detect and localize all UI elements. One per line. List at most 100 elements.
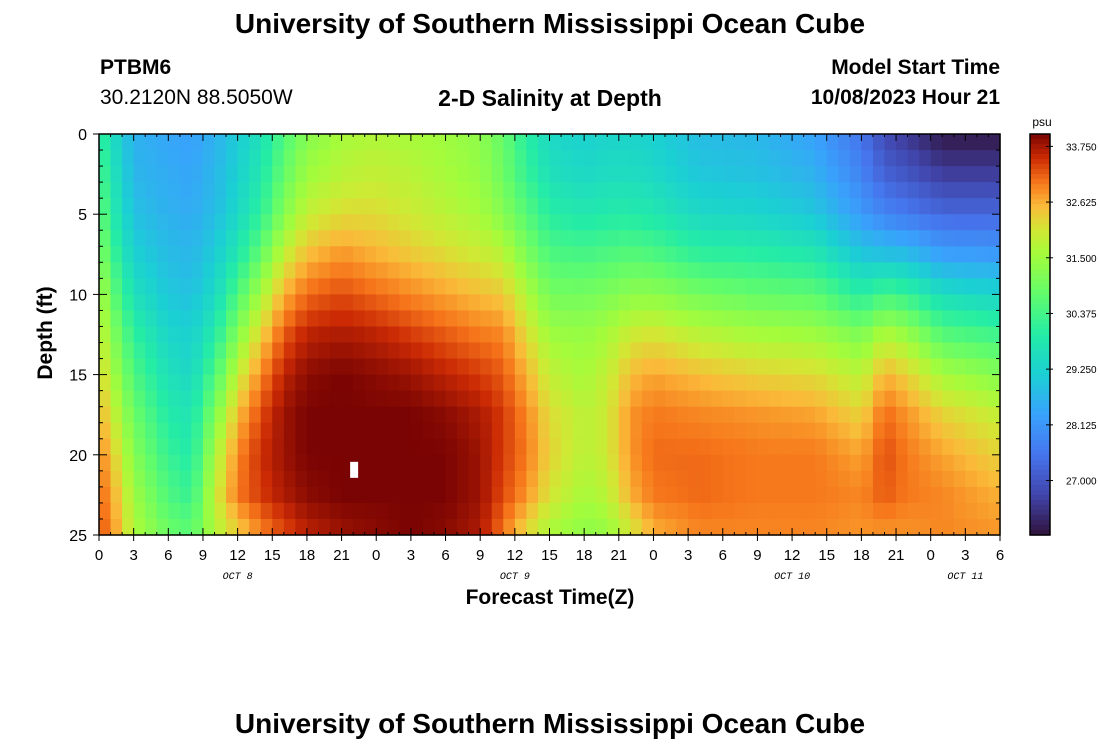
- colorbar-band: [1030, 359, 1050, 366]
- heatmap-cell: [226, 470, 239, 488]
- heatmap-cell: [976, 182, 990, 199]
- heatmap-cell: [376, 374, 389, 392]
- heatmap-cell: [734, 214, 747, 231]
- colorbar-band: [1030, 249, 1050, 255]
- heatmap-cell: [272, 502, 285, 520]
- heatmap-cell: [99, 246, 112, 263]
- heatmap-cell: [99, 374, 112, 392]
- heatmap-cell: [584, 358, 597, 376]
- heatmap-cell: [780, 326, 793, 344]
- heatmap-cell: [410, 406, 424, 424]
- heatmap-cell: [272, 278, 285, 295]
- heatmap-cell: [260, 518, 273, 536]
- heatmap-cell: [306, 166, 320, 183]
- heatmap-cell: [676, 262, 689, 279]
- heatmap-cell: [306, 470, 320, 488]
- heatmap-cell: [364, 278, 377, 295]
- heatmap-cell: [780, 518, 793, 536]
- heatmap-cell: [237, 262, 250, 279]
- heatmap-cell: [930, 390, 943, 408]
- heatmap-cell: [653, 134, 666, 151]
- heatmap-cell: [433, 486, 447, 504]
- heatmap-cell: [145, 134, 158, 151]
- heatmap-cell: [699, 358, 712, 376]
- heatmap-cell: [249, 246, 262, 263]
- heatmap-cell: [722, 438, 735, 456]
- heatmap-cell: [514, 454, 527, 472]
- heatmap-cell: [145, 294, 158, 312]
- heatmap-cell: [249, 310, 262, 328]
- y-tick-label: 5: [78, 207, 87, 224]
- heatmap-cell: [283, 326, 296, 344]
- heatmap-cell: [514, 246, 527, 263]
- heatmap-cell: [480, 342, 493, 360]
- heatmap-cell: [133, 294, 146, 312]
- heatmap-cell: [260, 198, 273, 215]
- colorbar-band: [1030, 209, 1050, 215]
- heatmap-cell: [249, 358, 262, 376]
- heatmap-cell: [711, 262, 724, 279]
- heatmap-cell: [826, 502, 839, 520]
- heatmap-cell: [930, 422, 943, 440]
- heatmap-cell: [480, 326, 493, 344]
- heatmap-cell: [768, 406, 782, 424]
- heatmap-cell: [272, 518, 285, 536]
- heatmap-cell: [318, 198, 331, 215]
- colorbar-tick-label: 31.500: [1066, 254, 1097, 265]
- heatmap-cell: [757, 134, 770, 151]
- heatmap-cell: [572, 326, 585, 344]
- missing-data-cell: [350, 461, 359, 478]
- heatmap-cell: [711, 310, 724, 328]
- heatmap-cell: [376, 454, 389, 472]
- heatmap-cell: [607, 486, 620, 504]
- heatmap-cell: [549, 198, 562, 215]
- heatmap-cell: [214, 374, 227, 392]
- heatmap-cell: [815, 422, 828, 440]
- heatmap-cell: [318, 470, 331, 488]
- heatmap-cell: [422, 438, 435, 456]
- heatmap-cell: [665, 470, 678, 488]
- heatmap-cell: [653, 358, 666, 376]
- heatmap-cell: [849, 310, 862, 328]
- heatmap-cell: [653, 374, 666, 392]
- heatmap-cell: [849, 198, 862, 215]
- heatmap-cell: [872, 454, 886, 472]
- heatmap-cell: [214, 358, 227, 376]
- heatmap-cell: [295, 214, 308, 231]
- heatmap-cell: [202, 134, 216, 151]
- colorbar-band: [1030, 134, 1050, 140]
- heatmap-cell: [133, 182, 146, 199]
- day-label: OCT 11: [947, 572, 983, 583]
- heatmap-cell: [503, 454, 516, 472]
- heatmap-cell: [641, 198, 655, 215]
- heatmap-cell: [364, 454, 377, 472]
- heatmap-cell: [653, 182, 666, 199]
- heatmap-cell: [376, 166, 389, 183]
- heatmap-cell: [815, 502, 828, 520]
- heatmap-cell: [156, 150, 169, 167]
- heatmap-cell: [191, 486, 204, 504]
- heatmap-cell: [491, 454, 504, 472]
- heatmap-cell: [191, 326, 204, 344]
- heatmap-cell: [168, 470, 181, 488]
- heatmap-cell: [156, 422, 169, 440]
- heatmap-cell: [584, 518, 597, 536]
- heatmap-cell: [826, 470, 839, 488]
- heatmap-cell: [884, 230, 897, 247]
- heatmap-cell: [318, 342, 331, 360]
- heatmap-cell: [364, 406, 377, 424]
- heatmap-cell: [907, 390, 920, 408]
- heatmap-cell: [202, 454, 216, 472]
- heatmap-cell: [630, 518, 643, 536]
- heatmap-cell: [168, 342, 181, 360]
- heatmap-cell: [445, 294, 458, 312]
- heatmap-cell: [549, 166, 562, 183]
- heatmap-cell: [953, 358, 966, 376]
- heatmap-cell: [641, 406, 655, 424]
- heatmap-cell: [376, 134, 389, 151]
- heatmap-cell: [965, 262, 978, 279]
- heatmap-cell: [341, 438, 354, 456]
- heatmap-cell: [942, 358, 955, 376]
- heatmap-cell: [884, 198, 897, 215]
- heatmap-cell: [341, 150, 354, 167]
